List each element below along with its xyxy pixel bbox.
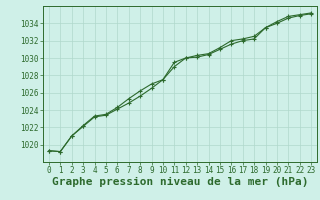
X-axis label: Graphe pression niveau de la mer (hPa): Graphe pression niveau de la mer (hPa) <box>52 177 308 187</box>
